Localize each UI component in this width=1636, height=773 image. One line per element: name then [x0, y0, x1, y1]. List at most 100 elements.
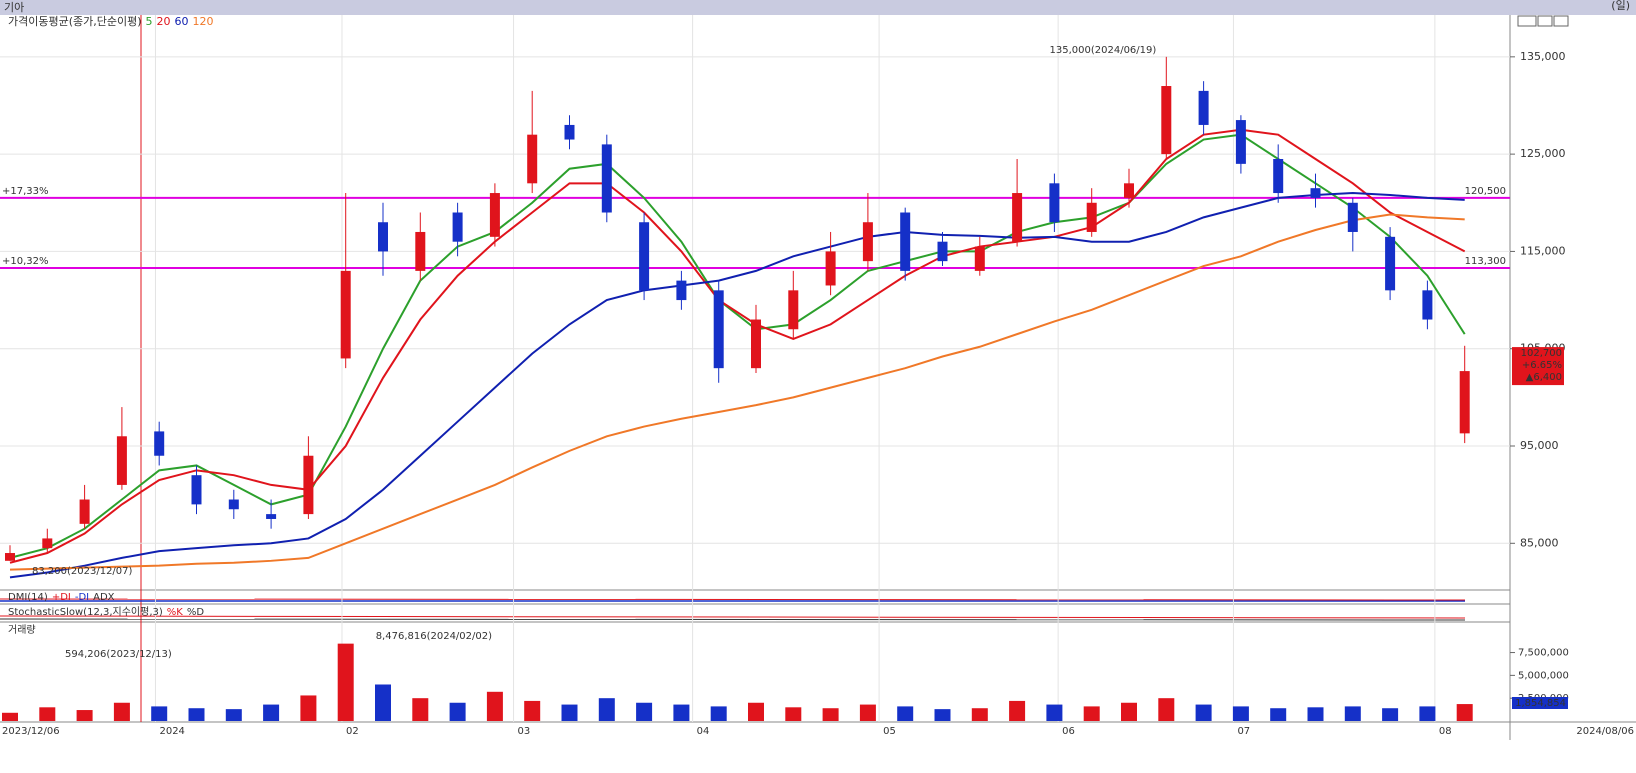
current-price-box — [1512, 347, 1564, 386]
legend: 가격이동평균(종가,단순이평) 5 20 60 120 — [8, 15, 214, 28]
volume-bar — [412, 698, 429, 721]
x-tick-label: 06 — [1062, 726, 1075, 737]
y-tick-label: 5,000,000 — [1518, 670, 1569, 681]
x-end-label: 2024/08/06 — [1576, 726, 1634, 737]
candle-body — [1310, 188, 1321, 198]
candle-body — [415, 231, 426, 271]
volume-bar — [225, 709, 242, 721]
volume-bar — [1307, 707, 1324, 721]
volume-bar — [673, 704, 690, 721]
legend-entry: 120 — [193, 15, 214, 28]
window-button[interactable] — [1517, 15, 1537, 27]
volume-bar — [113, 702, 130, 721]
volume-bar — [710, 706, 727, 721]
volume-bar — [1195, 704, 1212, 721]
y-tick-label: 7,500,000 — [1518, 648, 1569, 659]
panel-label-part: ADX — [93, 592, 115, 603]
candle-body — [378, 222, 388, 252]
volume-bar — [636, 702, 653, 721]
volume-bar — [934, 709, 951, 721]
volume-bar — [524, 700, 541, 721]
volume-bar — [1083, 706, 1100, 721]
x-start-label: 2023/12/06 — [2, 726, 60, 737]
candle-body — [639, 222, 650, 291]
candle-body — [862, 222, 873, 262]
candle-body — [1273, 158, 1284, 194]
chart-title: 기아 — [4, 1, 24, 14]
title-bar — [0, 0, 1636, 15]
volume-bar — [375, 684, 391, 721]
candle-body — [1049, 183, 1060, 223]
panel-label-part: +DI — [52, 592, 71, 603]
y-tick-label: 85,000 — [1520, 536, 1559, 549]
volume-bar — [1158, 698, 1175, 721]
legend-entry: 5 — [146, 15, 153, 28]
candle-body — [228, 499, 239, 510]
volume-bar — [1009, 700, 1026, 721]
candle-body — [527, 134, 538, 184]
candle-body — [340, 270, 351, 359]
stoch-line — [0, 615, 1466, 619]
volume-bar — [449, 702, 466, 721]
dmi-line — [0, 598, 1466, 601]
candle-body — [1459, 371, 1470, 434]
ma-line — [9, 128, 1466, 564]
volume-bar — [1046, 704, 1063, 721]
x-tick-label: 2024 — [159, 726, 184, 737]
volume-bar — [151, 706, 168, 721]
candle-body — [1198, 90, 1209, 125]
candle-body — [564, 124, 575, 140]
x-tick-label: 03 — [518, 726, 531, 737]
candle-body — [1161, 86, 1172, 155]
panel-label-part: -DI — [75, 592, 89, 603]
candle-body — [1422, 290, 1433, 320]
level-pct: +17,33% — [2, 186, 49, 197]
panel-label-part: %D — [187, 607, 205, 618]
candle-body — [937, 241, 948, 262]
volume-bar — [39, 707, 56, 721]
candle-body — [303, 455, 314, 515]
volume-bar — [785, 707, 802, 721]
y-tick-label: 115,000 — [1520, 244, 1566, 257]
candle-body — [452, 212, 463, 242]
x-tick-label: 08 — [1439, 726, 1452, 737]
volume-bar — [822, 708, 839, 721]
candle-body — [1347, 202, 1358, 232]
current-price: 102,700 — [1521, 348, 1562, 359]
x-tick-label: 05 — [883, 726, 896, 737]
volume-last-label: 1,854,854 — [1515, 698, 1566, 709]
candle-body — [42, 538, 53, 549]
period: (일) — [1611, 0, 1630, 12]
window-button[interactable] — [1553, 15, 1569, 27]
candle-body — [713, 290, 724, 369]
panel-label-part: %K — [167, 607, 184, 618]
x-tick-label: 07 — [1237, 726, 1250, 737]
candle-body — [900, 212, 911, 271]
volume-bar — [748, 702, 764, 721]
volume-bar — [300, 695, 317, 721]
ma-line — [9, 133, 1466, 559]
candle-body — [266, 514, 277, 519]
window-button[interactable] — [1537, 15, 1553, 27]
panel-label: DMI(14) +DI -DI ADX — [8, 592, 115, 603]
volume-bar — [859, 704, 876, 721]
stoch-line — [0, 618, 1466, 621]
legend-entry: 20 — [157, 15, 171, 28]
volume-bar — [1456, 704, 1473, 721]
level-label: 120,500 — [1465, 186, 1506, 197]
volume-bar — [971, 708, 988, 721]
volume-bar — [1419, 706, 1436, 721]
volume-bar — [337, 643, 354, 721]
volume-bar — [188, 708, 205, 721]
x-tick-label: 02 — [346, 726, 359, 737]
ma-line — [9, 213, 1465, 571]
candle-body — [1124, 183, 1134, 198]
panel-label-part: DMI(14) — [8, 592, 48, 603]
volume-bar — [1344, 706, 1361, 721]
ma-line — [9, 192, 1465, 579]
volume-bar — [897, 706, 914, 721]
candle-body — [1086, 202, 1097, 232]
candle-body — [154, 431, 165, 456]
y-tick-label: 125,000 — [1520, 147, 1566, 160]
